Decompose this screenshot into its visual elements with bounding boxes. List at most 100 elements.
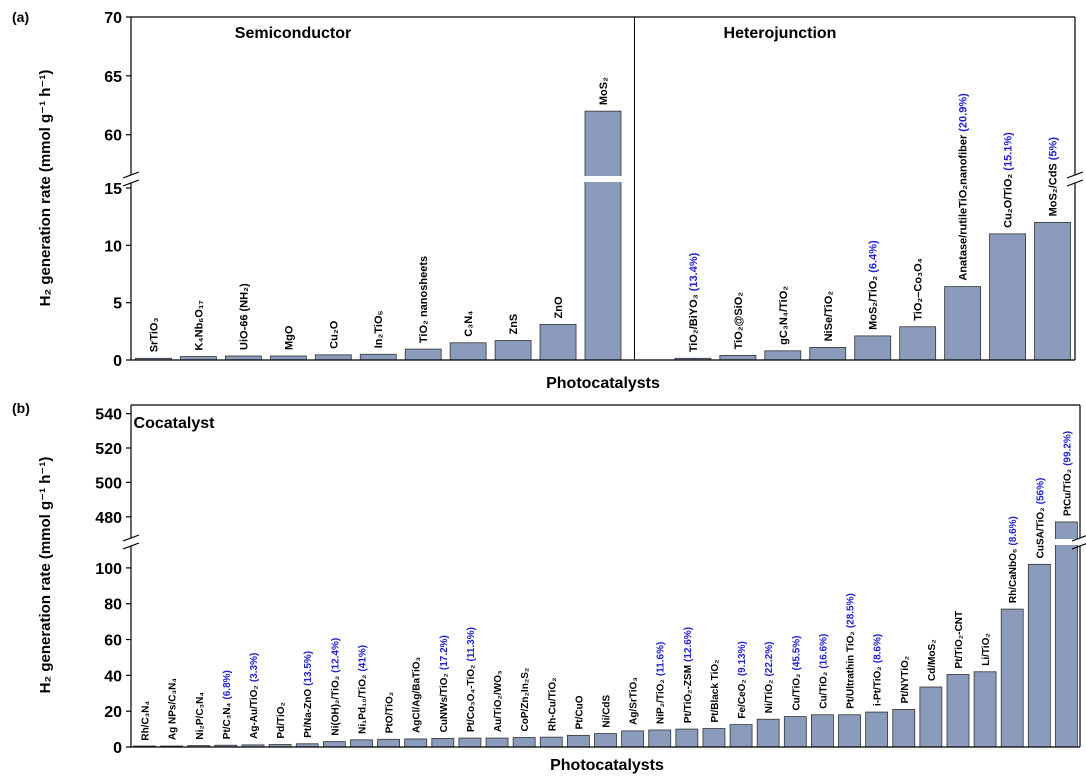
category-label: Cu₂O/TiO₂ (15.1%) — [1003, 132, 1015, 228]
category-label: Pt/NYTiO₂ — [900, 656, 911, 704]
category-label: Ni₂P/C₃N₄ — [195, 692, 206, 740]
y-tick-label: 40 — [104, 668, 122, 685]
axis-break-mark — [122, 542, 140, 550]
bar — [584, 110, 622, 361]
category-note: (16.6%) — [818, 634, 829, 669]
y-tick-label: 520 — [95, 441, 122, 458]
axis-break-mark — [1066, 179, 1084, 187]
category-label: CoP/Zn₂In₂S₂ — [520, 668, 531, 732]
category-note: (41%) — [357, 645, 368, 672]
category-note: (5%) — [1048, 137, 1060, 161]
category-name: Ag/SrTiO₃ — [629, 677, 640, 725]
category-label: Fe/CeO₂ (9.13%) — [737, 641, 748, 718]
bar — [404, 348, 442, 361]
bar — [539, 324, 577, 361]
bar — [566, 734, 590, 748]
bar — [719, 355, 757, 361]
bar — [919, 686, 943, 748]
bar — [865, 711, 889, 748]
y-tick-label: 20 — [104, 704, 122, 721]
category-label: PtCu/TiO₂ (99.2%) — [1062, 431, 1073, 516]
category-note: (13.4%) — [688, 252, 700, 291]
y-tick-label: 15 — [104, 181, 122, 198]
category-label: MoS₂ — [598, 77, 610, 105]
y-tick-label: 65 — [104, 69, 122, 86]
category-label: Cu/TiO₂ (45.5%) — [791, 635, 802, 710]
category-name: ZnO — [553, 296, 565, 318]
category-name: Anatase/rutileTiO₂nanofiber — [958, 134, 970, 281]
category-name: ZnS — [508, 314, 520, 335]
y-tick-label: 5 — [113, 296, 122, 313]
bar — [973, 671, 997, 748]
category-label: Pt/TiO₂-ZSM (12.6%) — [683, 627, 694, 723]
bar — [621, 730, 645, 748]
category-label: C₃N₄ — [463, 311, 475, 337]
category-note: (12.4%) — [330, 638, 341, 673]
bar — [539, 736, 563, 748]
y-tick-label: 480 — [95, 510, 122, 527]
bar — [675, 728, 699, 748]
category-name: CuSA/TiO₂ — [1035, 507, 1046, 558]
bar — [449, 342, 487, 361]
category-note: (20.9%) — [958, 93, 970, 132]
y-tick-label: 0 — [113, 353, 122, 370]
panel-label: (b) — [12, 400, 30, 416]
bar — [1027, 563, 1051, 748]
category-note: (99.2%) — [1062, 431, 1073, 466]
category-name: CuNWs/TiO₂ — [439, 673, 450, 732]
bar — [838, 714, 861, 748]
category-name: Fe/CeO₂ — [737, 679, 748, 718]
category-label: i-Pt/TiO₂ (8.6%) — [873, 634, 884, 706]
axis-break-mark — [1071, 543, 1086, 550]
y-axis-label: H₂ generation rate (mmol g⁻¹ h⁻¹) — [37, 70, 54, 307]
group-title: Cocatalyst — [134, 415, 216, 432]
category-name: Li/TiO₂ — [981, 633, 992, 666]
category-label: Pt/TiO₂-CNT — [954, 611, 965, 669]
category-label: Li/TiO₂ — [981, 633, 992, 666]
category-name: Pt/Black TiO₂ — [710, 659, 721, 722]
bar — [811, 714, 834, 748]
y-tick-label: 60 — [104, 633, 122, 650]
category-note: (45.5%) — [791, 635, 802, 670]
panel-b: (b) 0 20 40 60 80 100 480 500 520 540 Cocatalyst Pho… — [12, 400, 1086, 774]
category-name: CoP/Zn₂In₂S₂ — [520, 668, 531, 732]
y-tick-label: 60 — [104, 128, 122, 145]
category-label: Ni(OH)₂/TiO₂ (12.4%) — [330, 638, 341, 736]
category-note: (22.2%) — [764, 642, 775, 677]
category-label: NiSe/TiO₂ — [823, 291, 835, 342]
bar — [764, 350, 802, 361]
axis-break-mark — [1066, 171, 1084, 179]
category-note: (9.13%) — [737, 641, 748, 676]
category-note: (11.6%) — [656, 642, 667, 676]
y-tick-label: 80 — [104, 597, 122, 614]
category-note: (8.6%) — [873, 634, 884, 663]
category-name: Pt/Ultrathin TiO₂ — [846, 631, 857, 709]
category-name: UiO-66 (NH₂) — [238, 283, 250, 350]
category-label: CuSA/TiO₂ (56%) — [1035, 478, 1046, 559]
bar — [594, 733, 617, 748]
x-axis-label: Photocatalysts — [550, 757, 664, 774]
category-label: CuNWs/TiO₂ (17.2%) — [439, 635, 450, 732]
bar — [431, 738, 455, 748]
group-title: Semiconductor — [235, 25, 351, 42]
category-name: AgCl/Ag/BaTiO₃ — [412, 656, 423, 732]
category-name: TiO₂@SiO₂ — [733, 292, 745, 350]
category-label: Ag/SrTiO₃ — [629, 677, 640, 725]
category-label: MgO — [283, 325, 295, 350]
category-note: (6.4%) — [868, 240, 880, 273]
category-label: TiO₂@SiO₂ — [733, 292, 745, 350]
category-label: TiO₂–Co₃O₄ — [913, 258, 925, 321]
bar — [404, 738, 428, 748]
bar — [854, 335, 892, 361]
category-label: Rh/C₃N₄ — [141, 700, 152, 740]
category-label: Pt/Na-ZnO (13.5%) — [303, 651, 314, 738]
category-label: Ni/CdS — [602, 694, 613, 727]
category-label: Cu/TiO₂ (16.6%) — [818, 634, 829, 709]
category-name: SrTiO₃ — [148, 317, 160, 352]
bar — [756, 718, 780, 748]
category-note: (28.5%) — [846, 593, 857, 628]
bar — [729, 724, 753, 748]
bar — [322, 741, 346, 748]
category-name: Pt/TiO₂-ZSM — [683, 665, 694, 723]
category-note: (12.6%) — [683, 627, 694, 662]
